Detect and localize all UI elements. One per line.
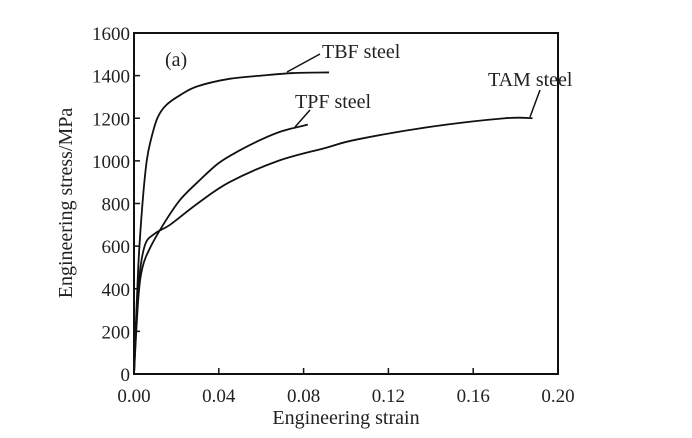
y-tick-label: 400 — [102, 280, 131, 301]
y-tick-label: 600 — [102, 237, 131, 258]
x-tick-label: 0.08 — [287, 386, 320, 407]
x-tick-label: 0.16 — [457, 386, 490, 407]
arrow-tpf — [294, 109, 311, 128]
legend-label-tpf: TPF steel — [295, 91, 372, 113]
y-tick-label: 800 — [102, 195, 131, 216]
legend-label-tbf: TBF steel — [322, 41, 401, 63]
y-tick-label: 1600 — [92, 24, 130, 45]
y-axis-label: Engineering stress/MPa — [55, 108, 77, 299]
x-tick-label: 0.12 — [372, 386, 405, 407]
arrow-tbf — [286, 53, 321, 73]
arrow-tam — [529, 89, 541, 118]
series-line-tam-steel — [133, 116, 533, 375]
y-tick-label: 1000 — [92, 152, 130, 173]
x-tick-label: 0.04 — [202, 386, 236, 407]
x-tick-label: 0.20 — [541, 386, 574, 407]
y-tick-label: 0 — [121, 365, 131, 386]
x-axis-label: Engineering strain — [272, 407, 419, 429]
series-line-tbf-steel — [133, 71, 330, 375]
x-tick-label: 0.00 — [117, 386, 150, 407]
series-line-tpf-steel — [133, 123, 309, 375]
y-tick-label: 1200 — [92, 109, 130, 130]
y-tick-label: 1400 — [92, 67, 130, 88]
y-tick-label: 200 — [102, 322, 131, 343]
legend-label-tam: TAM steel — [488, 69, 573, 91]
panel-label: (a) — [165, 49, 187, 71]
